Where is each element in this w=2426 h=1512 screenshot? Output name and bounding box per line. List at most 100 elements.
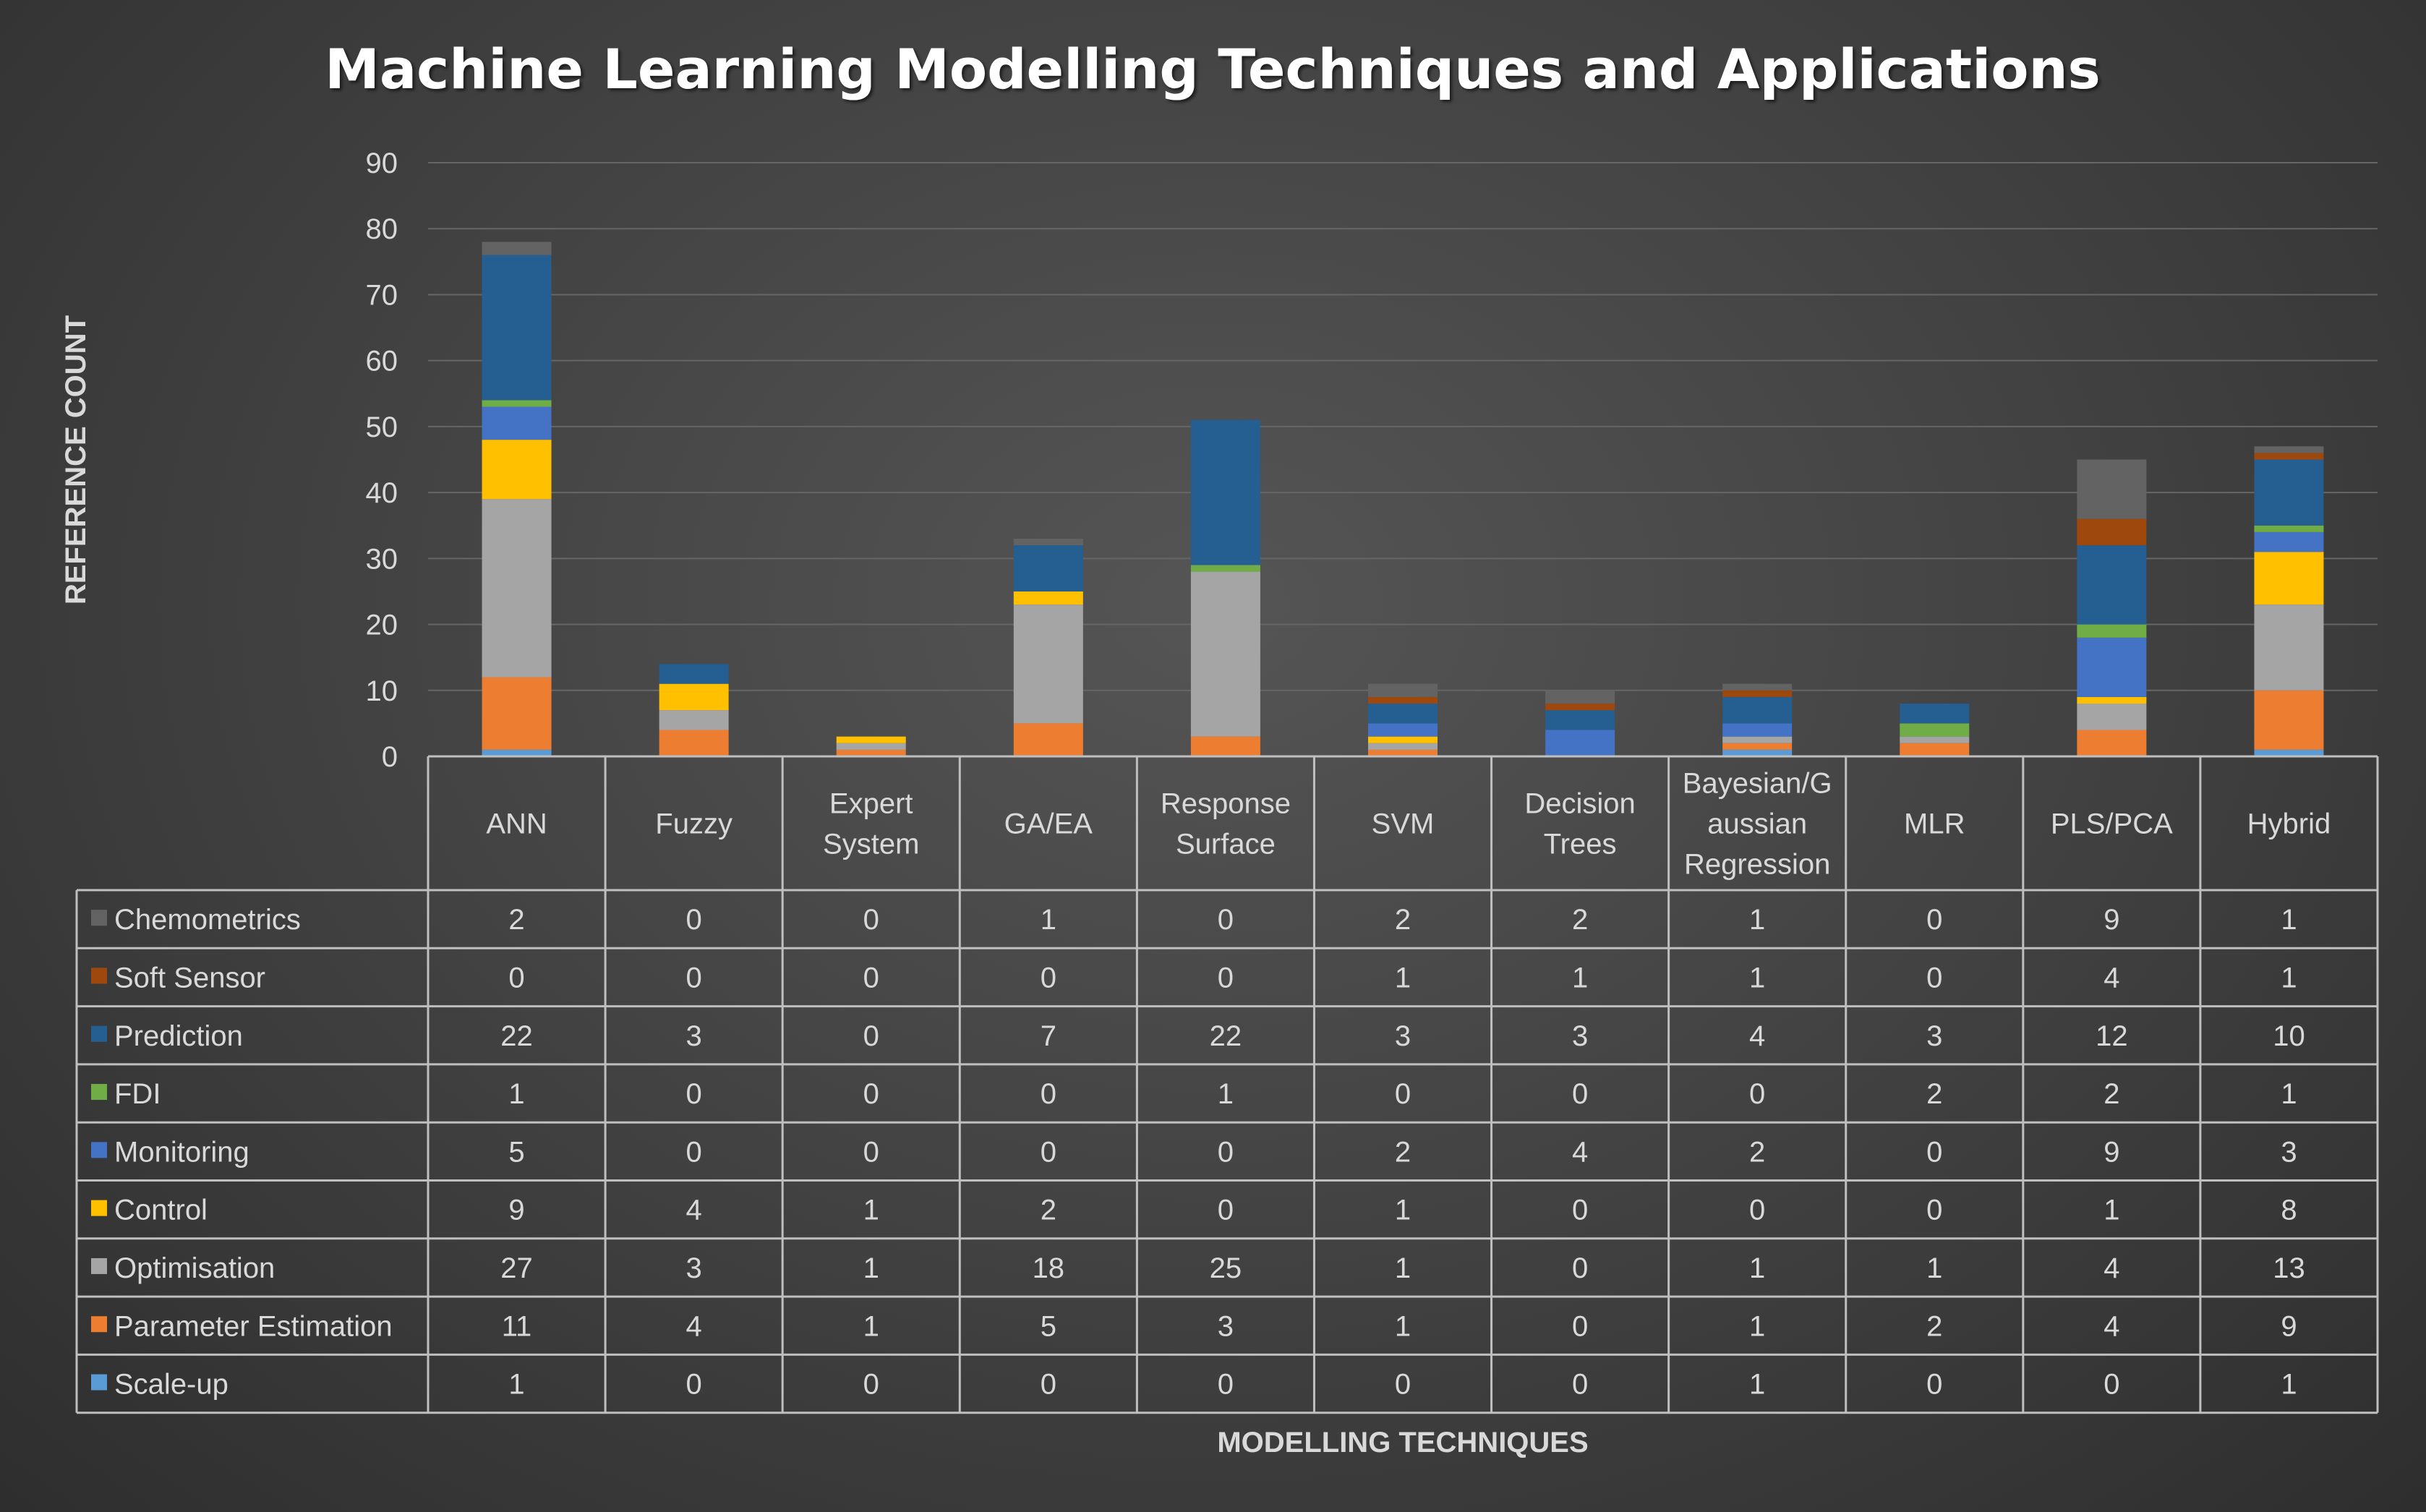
bar-segment-optimisation <box>2077 704 2147 730</box>
table-cell-value: 0 <box>1926 1136 1942 1168</box>
table-cell-value: 9 <box>508 1195 524 1226</box>
bar-segment-parameter-estimation <box>482 677 552 750</box>
category-label: MLR <box>1904 808 1965 840</box>
table-cell-value: 3 <box>686 1252 702 1284</box>
legend-key-monitoring <box>91 1142 107 1158</box>
bar-segment-optimisation <box>1190 571 1260 737</box>
table-cell-value: 5 <box>508 1136 524 1168</box>
table-cell-value: 1 <box>863 1195 879 1226</box>
y-tick-label: 50 <box>366 411 398 443</box>
bar-segment-monitoring <box>2077 637 2147 697</box>
table-cell-value: 2 <box>1572 904 1588 936</box>
chart-title: Machine Learning Modelling Techniques an… <box>325 37 2101 101</box>
table-cell-value: 0 <box>863 1369 879 1401</box>
table-cell-value: 1 <box>508 1078 524 1110</box>
table-cell-value: 1 <box>508 1369 524 1401</box>
legend-label: Monitoring <box>114 1136 249 1168</box>
bar-segment-optimisation <box>1722 736 1793 743</box>
table-cell-value: 0 <box>686 1136 702 1168</box>
table-cell-value: 3 <box>1926 1020 1942 1052</box>
legend-key-optimisation <box>91 1257 107 1274</box>
table-cell-value: 2 <box>508 904 524 936</box>
bar-segment-monitoring <box>482 406 552 440</box>
bar-segment-chemometrics <box>1013 538 1083 546</box>
table-cell-value: 11 <box>502 1310 532 1342</box>
category-label: Response Surface <box>1161 788 1291 860</box>
category-label: PLS/PCA <box>2051 808 2173 840</box>
bar-segment-parameter-estimation <box>2077 730 2147 756</box>
legend-label: Scale-up <box>114 1369 228 1401</box>
data-table: ANN Fuzzy Expert System GA/EA Response Surface… <box>75 755 2379 1414</box>
table-cell-value: 1 <box>1395 1252 1411 1284</box>
table-cell-value: 4 <box>1749 1020 1765 1052</box>
table-cell-value: 1 <box>2103 1195 2119 1226</box>
bar-segment-chemometrics <box>1545 690 1615 704</box>
y-tick-label: 0 <box>382 741 398 773</box>
table-cell-value: 4 <box>2103 1252 2119 1284</box>
y-tick-label: 30 <box>366 543 398 575</box>
bar-segment-prediction <box>482 255 552 401</box>
table-cell-value: 0 <box>1572 1078 1588 1110</box>
y-tick-label: 20 <box>366 610 398 641</box>
bar-segment-prediction <box>1368 704 1438 724</box>
table-cell-value: 9 <box>2103 904 2119 936</box>
bar-segment-parameter-estimation <box>1013 723 1083 756</box>
bar-segment-prediction <box>2254 459 2324 526</box>
legend-label: Optimisation <box>114 1252 275 1284</box>
table-cell-value: 0 <box>863 1078 879 1110</box>
table-cell-value: 4 <box>1572 1136 1588 1168</box>
bar-segment-control <box>1013 591 1083 605</box>
bar-segment-control <box>1368 736 1438 743</box>
table-cell-value: 1 <box>1749 1252 1765 1284</box>
table-cell-value: 4 <box>686 1310 702 1342</box>
table-cell-value: 3 <box>2281 1136 2297 1168</box>
y-axis-title: REFERENCE COUNT <box>60 315 92 605</box>
table-cell-value: 1 <box>2281 904 2297 936</box>
legend-key-prediction <box>91 1025 107 1042</box>
table-cell-value: 2 <box>1395 1136 1411 1168</box>
y-tick-label: 70 <box>366 279 398 311</box>
gridlines <box>428 162 2378 691</box>
bar-segment-optimisation <box>1368 743 1438 750</box>
bar-segment-soft-sensor <box>1722 690 1793 697</box>
category-label: Hybrid <box>2247 808 2331 840</box>
table-cell-value: 1 <box>2281 1369 2297 1401</box>
bar-segment-monitoring <box>1545 730 1615 756</box>
table-cell-value: 0 <box>686 1369 702 1401</box>
legend-label: Soft Sensor <box>114 962 265 994</box>
table-cell-value: 22 <box>1210 1020 1242 1052</box>
bar-segment-parameter-estimation <box>2254 690 2324 750</box>
bar-segment-optimisation <box>1900 736 1970 743</box>
table-cell-value: 0 <box>1572 1310 1588 1342</box>
bar-segment-chemometrics <box>1722 683 1793 691</box>
bar-segment-fdi <box>1900 723 1970 737</box>
bar-segment-prediction <box>2077 545 2147 625</box>
bar-segment-monitoring <box>2254 531 2324 552</box>
y-tick-label: 10 <box>366 675 398 707</box>
table-cell-value: 2 <box>1749 1136 1765 1168</box>
table-cell-value: 2 <box>1041 1195 1056 1226</box>
bar-segment-soft-sensor <box>1368 696 1438 704</box>
table-cell-value: 0 <box>1218 1369 1234 1401</box>
y-tick-label: 80 <box>366 213 398 245</box>
table-cell-value: 9 <box>2281 1310 2297 1342</box>
table-cell-value: 0 <box>863 1020 879 1052</box>
table-cell-value: 0 <box>1041 1078 1056 1110</box>
bar-segment-scale-up <box>1722 749 1793 756</box>
table-cell-value: 0 <box>508 962 524 994</box>
bar-segment-control <box>2077 696 2147 704</box>
table-cell-value: 1 <box>2281 1078 2297 1110</box>
legend-key-chemometrics <box>91 910 107 926</box>
bar-segment-control <box>482 440 552 500</box>
bar-segment-scale-up <box>2254 749 2324 756</box>
bars <box>482 242 2324 756</box>
legend-key-fdi <box>91 1084 107 1101</box>
bar-segment-monitoring <box>1722 723 1793 737</box>
bar-segment-control <box>836 736 906 743</box>
y-tick-label: 40 <box>366 477 398 509</box>
table-cell-value: 3 <box>1572 1020 1588 1052</box>
table-cell-value: 0 <box>2103 1369 2119 1401</box>
table-cell-value: 1 <box>1749 1369 1765 1401</box>
table-cell-value: 0 <box>1218 904 1234 936</box>
